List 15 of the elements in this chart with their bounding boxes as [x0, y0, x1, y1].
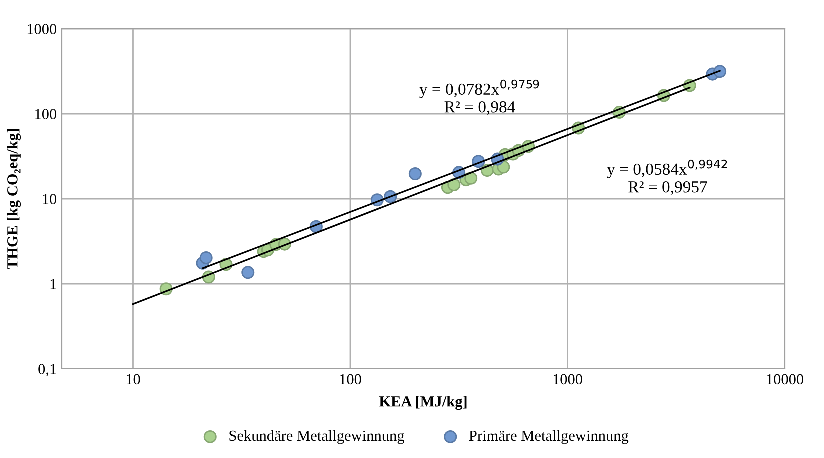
x-tick-label: 100 — [340, 374, 362, 385]
x-tick-label: 1000 — [554, 374, 582, 385]
y-tick-label: 10 — [43, 194, 57, 204]
y-tick-label: 100 — [36, 109, 57, 120]
x-axis-title: KEA [MJ/kg] — [379, 396, 467, 410]
x-tick-label: 10 — [126, 374, 140, 385]
legend-label: Sekundäre Metallgewinnung — [230, 430, 404, 444]
y-tick-label: 1 — [50, 279, 56, 290]
y-tick-label: 0,1 — [38, 364, 56, 377]
annotation: y = 0,0584x$^{0,9942}$ R² = 0,9957 — [607, 160, 728, 196]
y-tick-label: 1000 — [28, 24, 57, 34]
legend-label: Primäre Metallgewinnung — [469, 430, 629, 444]
x-tick-label: 10000 — [767, 374, 804, 385]
annotation: y = 0,0782x$^{0,9759}$ R² = 0,984 — [420, 80, 540, 116]
y-axis-title: THGE [kg CO₂eq/kg] — [7, 130, 22, 270]
